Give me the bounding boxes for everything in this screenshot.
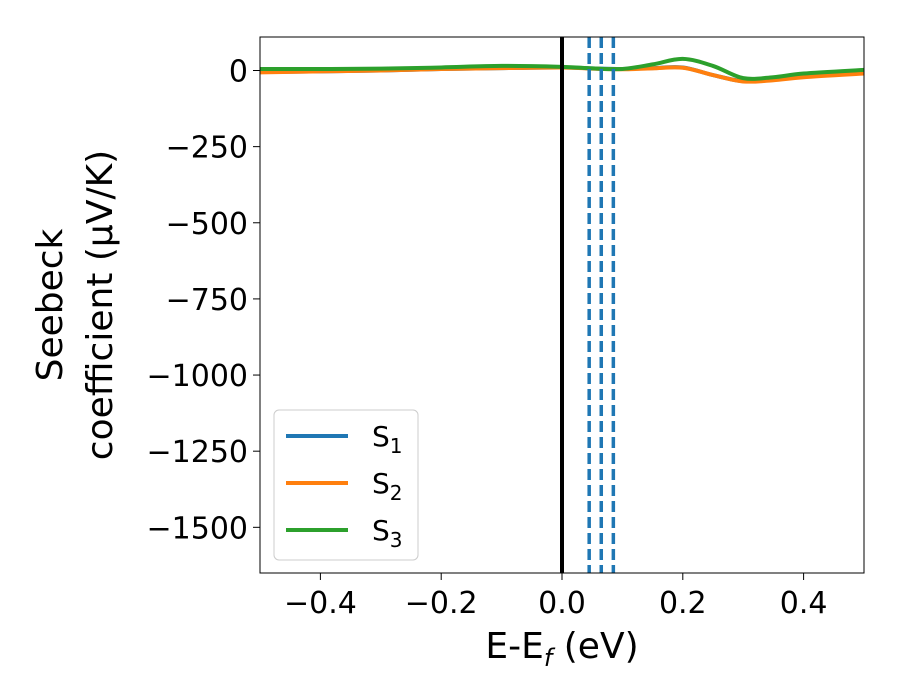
series-line-s3 (260, 56, 864, 81)
y-axis-label-line2: coefficient (μV/K) (80, 150, 121, 460)
vertical-lines-layer (560, 37, 616, 573)
x-tick-label: −0.4 (284, 586, 357, 621)
x-axis-ticks: −0.4 −0.2 0.0 0.2 0.4 (284, 573, 827, 621)
x-axis-label: E-Ef (eV) (485, 626, 638, 672)
y-axis-label: Seebeck coefficient (μV/K) (30, 150, 121, 460)
legend: S1 S2 S3 (273, 409, 419, 561)
x-tick-label: 0.4 (780, 586, 828, 621)
y-axis-ticks: 0 −250 −500 −750 −1000 −1250 −1500 (147, 55, 260, 546)
y-tick-label: −750 (166, 283, 248, 318)
x-tick-label: −0.2 (405, 586, 478, 621)
y-tick-label: −1500 (147, 511, 248, 546)
y-tick-label: −500 (166, 207, 248, 242)
y-tick-label: 0 (229, 55, 248, 90)
x-tick-label: 0.0 (538, 586, 586, 621)
y-tick-label: −1250 (147, 435, 248, 470)
legend-label-s2: S2 (372, 467, 403, 505)
legend-label-s3: S3 (372, 514, 403, 552)
x-tick-label: 0.2 (659, 586, 707, 621)
y-axis-label-line1: Seebeck (30, 228, 71, 381)
y-tick-label: −1000 (147, 359, 248, 394)
y-tick-label: −250 (166, 131, 248, 166)
legend-label-s1: S1 (372, 420, 403, 458)
series-layer (260, 56, 864, 84)
